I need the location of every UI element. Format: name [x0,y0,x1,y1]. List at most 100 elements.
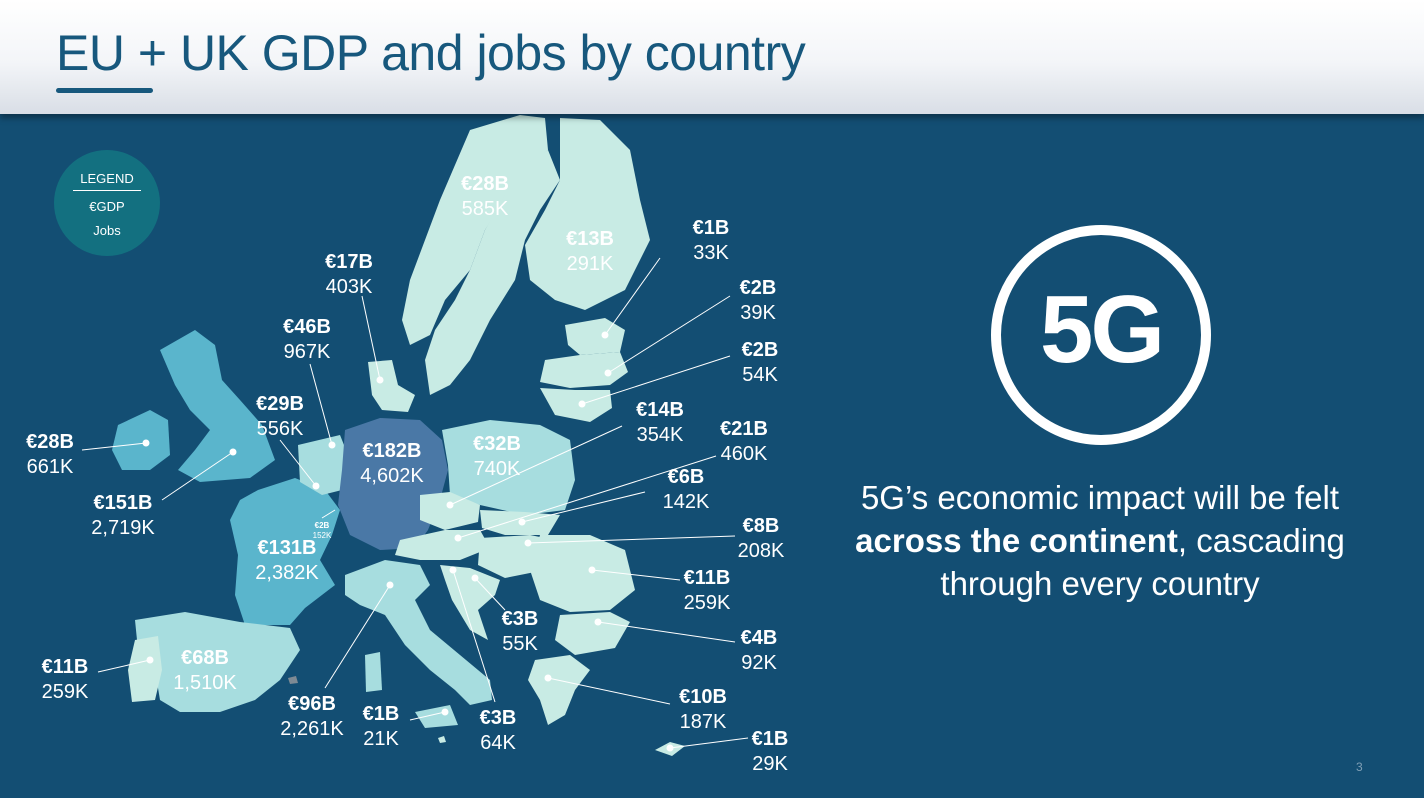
gdp-value: €11B [683,567,731,589]
region-italy [345,560,492,705]
5g-icon-text: 5G [1039,276,1165,383]
jobs-value: 1,510K [173,672,237,694]
country-label-croatia: €3B 64K [480,706,517,756]
tagline-part1: 5G’s economic impact will be felt [860,479,1340,516]
gdp-value: €28B [461,173,509,195]
country-label-bulgaria: €4B 92K [741,626,778,676]
jobs-value: 259K [41,681,89,703]
gdp-value: €17B [325,251,373,273]
region-croatia [440,565,500,640]
region-denmark [368,360,415,412]
gdp-value: €6B [667,466,705,488]
region-bulgaria [555,612,630,655]
country-label-estonia: €1B 33K [693,216,730,266]
country-label-greece: €10B 187K [679,685,727,735]
region-lithuania [540,388,612,422]
region-estonia [565,318,625,355]
gdp-value: €10B [679,686,727,708]
gdp-value: €8B [742,515,780,537]
gdp-value: €2B [741,339,779,361]
region-ireland [112,410,170,470]
country-label-belgium: €29B 556K [256,392,304,442]
region-malta [438,736,446,743]
country-label-luxembourg: €2B 152K [313,521,332,541]
gdp-value: €1B [362,703,400,725]
jobs-value: 354K [636,424,684,446]
gdp-value: €32B [473,433,521,455]
country-label-ireland: €28B 661K [26,430,74,480]
region-sweden [425,150,560,395]
gdp-value: €96B [288,693,336,715]
country-label-poland: €32B 740K [473,432,521,482]
country-label-lithuania: €2B 54K [742,338,779,388]
country-label-france: €131B 2,382K [255,536,318,586]
gdp-value: €3B [501,608,539,630]
gdp-value: €1B [692,217,730,239]
region-spain [135,612,300,712]
jobs-value: 33K [693,242,729,264]
region-norway [402,115,548,345]
gdp-value: €29B [256,393,304,415]
jobs-value: 64K [480,732,516,754]
legend: LEGEND €GDP Jobs [54,150,160,256]
country-label-netherlands: €46B 967K [283,315,331,365]
region-latvia [540,352,628,388]
gdp-value: €2B [314,521,330,530]
tagline: 5G’s economic impact will be felt across… [830,476,1370,605]
gdp-value: €68B [181,647,229,669]
jobs-value: 403K [325,276,373,298]
title-underline [56,88,153,93]
gdp-value: €1B [751,728,789,750]
gdp-value: €21B [720,418,768,440]
country-label-latvia: €2B 39K [740,276,777,326]
header-bar: EU + UK GDP and jobs by country [0,0,1424,114]
jobs-value: 55K [502,633,538,655]
country-label-romania: €11B 259K [684,566,731,616]
jobs-value: 259K [683,592,731,614]
page-title: EU + UK GDP and jobs by country [56,25,806,81]
gdp-value: €28B [26,431,74,453]
5g-ring-icon [991,225,1211,445]
jobs-value: 2,382K [255,562,319,584]
country-label-hungary: €8B 208K [738,514,785,564]
jobs-value: 291K [566,253,614,275]
country-label-germany: €182B 4,602K [360,439,423,489]
region-poland [442,420,575,515]
country-label-austria: €21B 460K [720,417,768,467]
jobs-value: 92K [741,652,777,674]
jobs-value: 2,719K [91,517,155,539]
country-label-spain: €68B 1,510K [173,646,236,696]
region-france [230,478,340,625]
region-greece [528,655,590,725]
jobs-value: 661K [26,456,74,478]
jobs-value: 967K [283,341,331,363]
region-austria [395,530,490,560]
jobs-value: 556K [256,418,304,440]
gdp-value: €46B [283,316,331,338]
jobs-value: 4,602K [360,465,424,487]
jobs-value: 152K [312,531,332,540]
jobs-value: 460K [720,443,768,465]
country-label-czechia: €14B 354K [636,398,684,448]
region-sicily [415,705,458,728]
legend-gdp-label: €GDP [89,199,125,214]
gdp-value: €14B [636,399,684,421]
jobs-value: 208K [737,540,785,562]
jobs-value: 39K [740,302,776,324]
country-label-norway: €28B 585K [461,172,509,222]
region-czechia [420,492,480,530]
country-label-italy: €96B 2,261K [280,692,343,742]
country-label-slovakia: €6B 142K [663,465,710,515]
jobs-value: 29K [752,753,788,775]
jobs-value: 740K [473,458,521,480]
country-label-cyprus: €1B 29K [752,727,789,777]
gdp-value: €3B [479,707,517,729]
gdp-value: €4B [740,627,778,649]
gdp-value: €131B [257,537,317,559]
region-uk [160,330,275,482]
region-finland [525,118,650,310]
gdp-value: €151B [93,492,153,514]
jobs-value: 187K [679,711,727,733]
country-label-slovenia: €3B 55K [502,607,539,657]
